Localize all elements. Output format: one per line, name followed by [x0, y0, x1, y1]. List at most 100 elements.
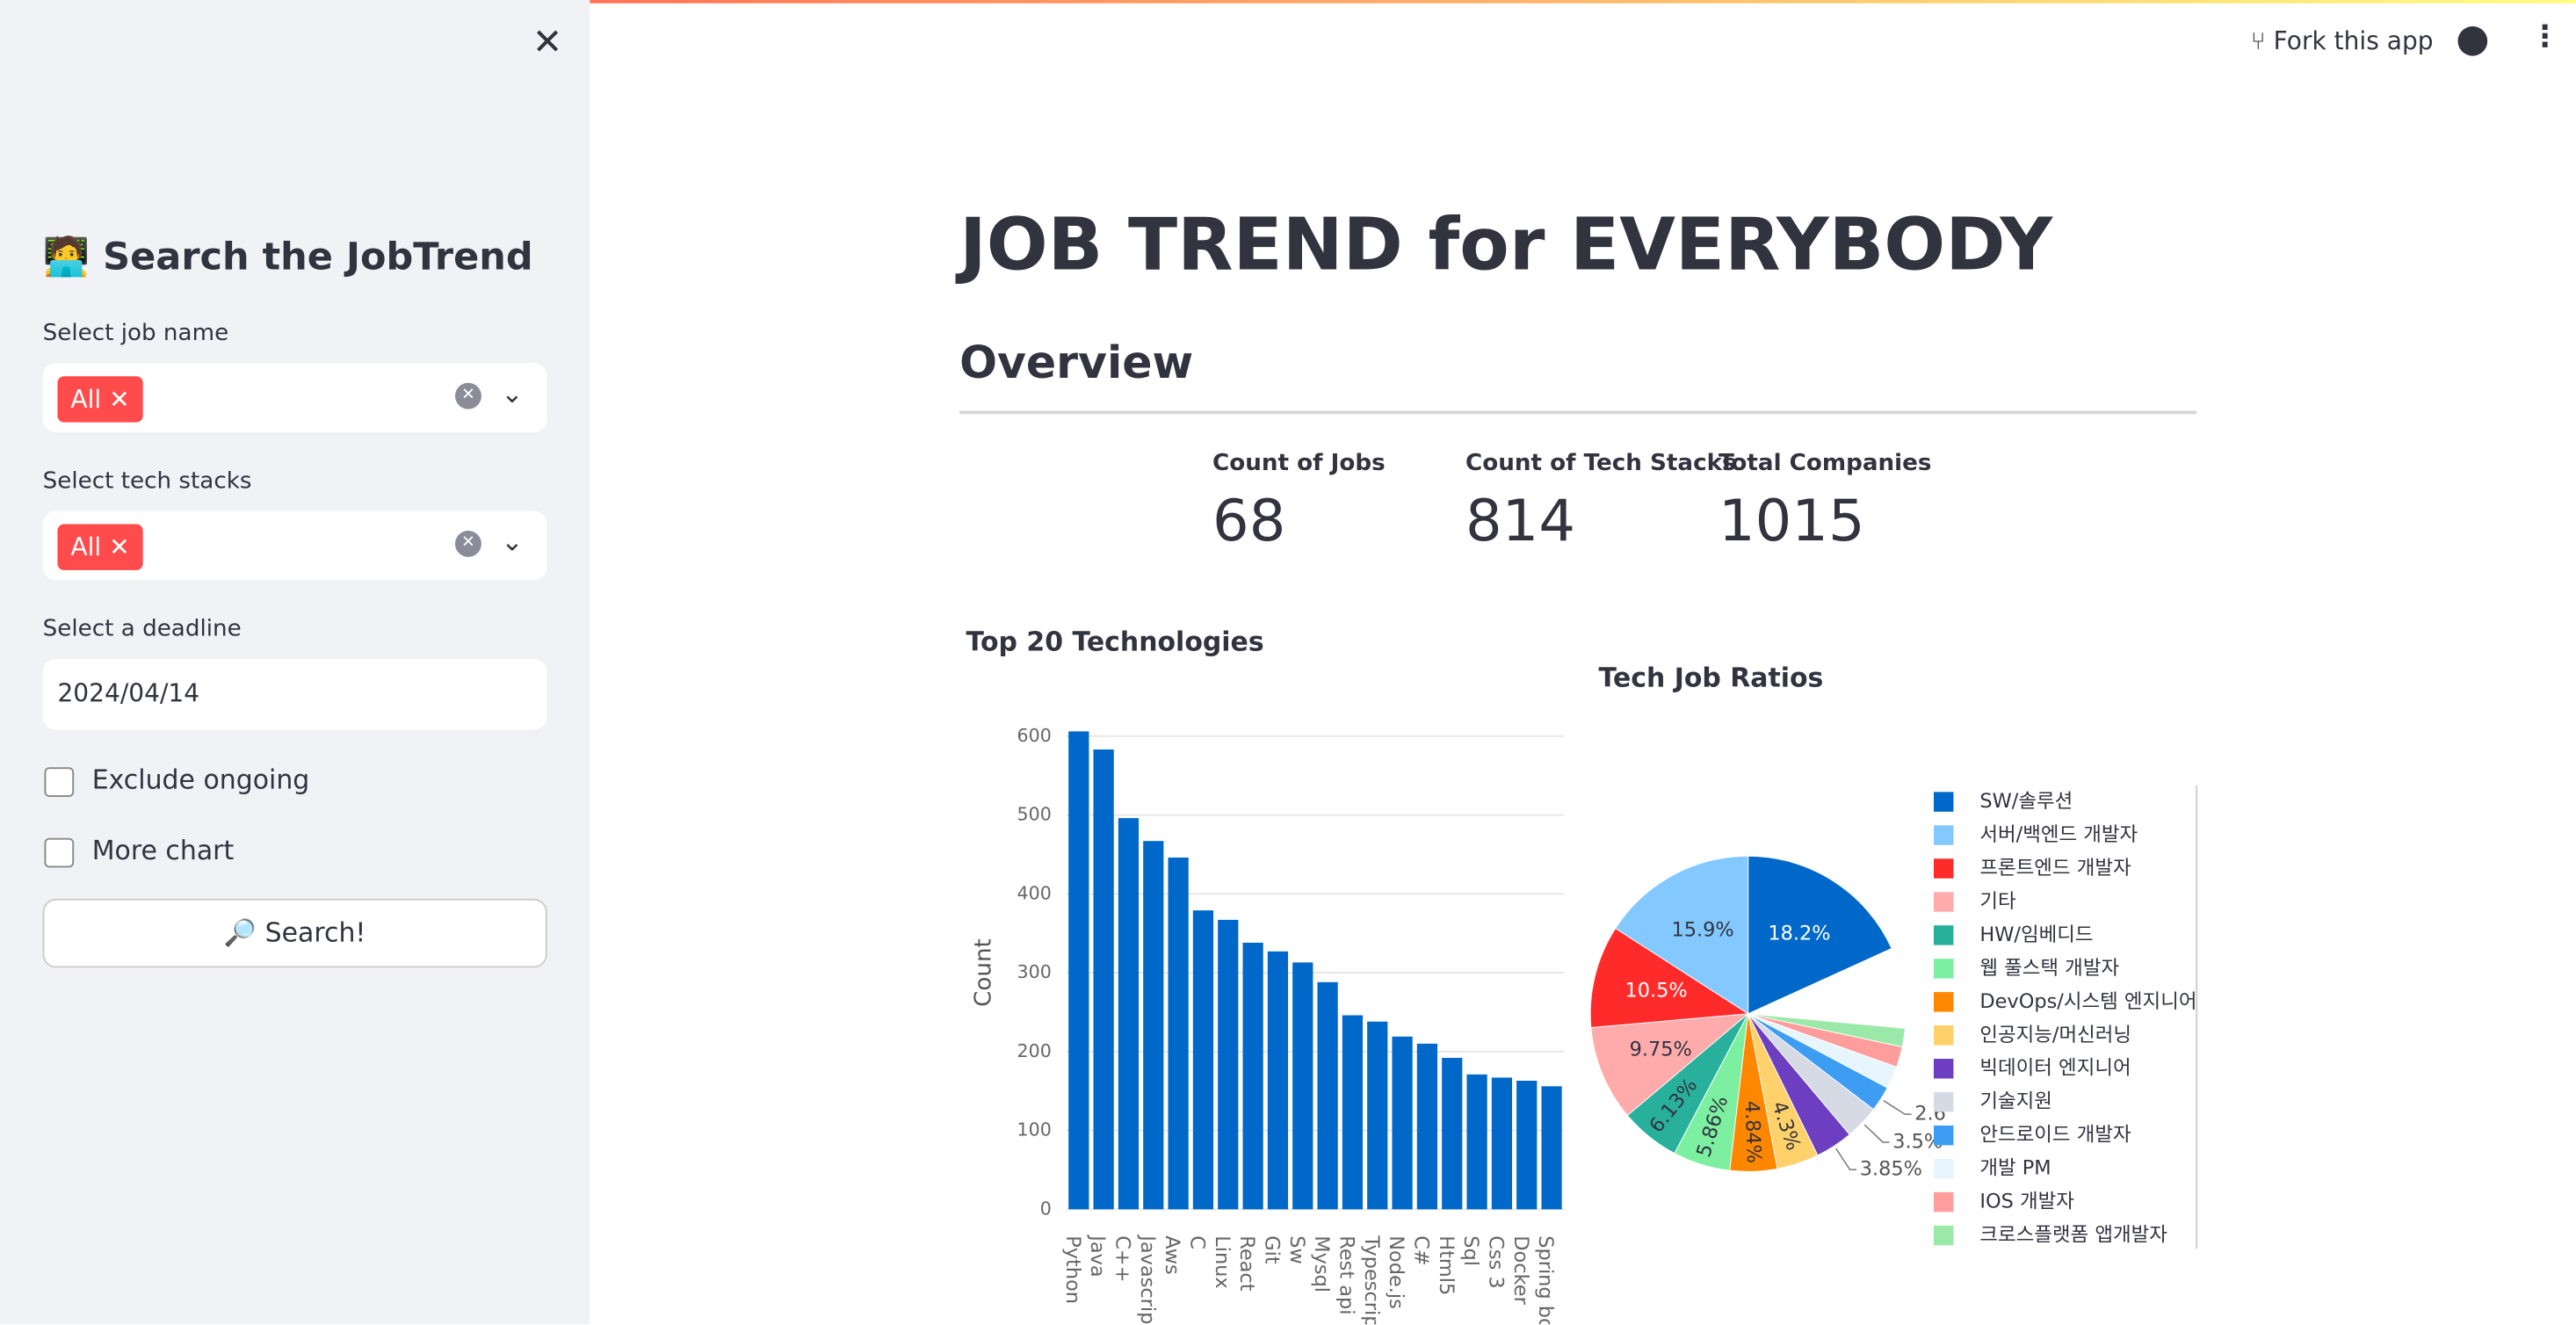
legend-label: 프론트엔드 개발자 [1979, 857, 2131, 880]
bar [1267, 951, 1289, 1210]
clear-icon[interactable]: ✕ [454, 382, 481, 409]
chevron[interactable]: ⌄ [501, 525, 524, 557]
x-tick-label: Linux [1211, 1235, 1234, 1288]
y-axis-title: Count [971, 938, 997, 1007]
field-label: Select job name [42, 320, 229, 347]
leader-line [1863, 1124, 1890, 1143]
bar [1491, 1077, 1513, 1210]
x-tick-label: C++ [1111, 1235, 1133, 1282]
metric-label: Count of Tech Stacks [1465, 450, 1736, 477]
legend-label: 안드로이드 개발자 [1979, 1124, 2131, 1147]
bar [1416, 1043, 1438, 1210]
legend-swatch [1933, 825, 1954, 845]
x-tick-label: Sql [1459, 1235, 1482, 1266]
legend-label: 기타 [1979, 890, 2016, 913]
field-label: Select a deadline [42, 616, 242, 643]
x-tick-label: C# [1409, 1235, 1432, 1265]
checkbox[interactable] [44, 837, 75, 868]
y-tick-label: 500 [1017, 804, 1052, 825]
legend-label: IOS 개발자 [1979, 1191, 2074, 1213]
legend-label: HW/임베디드 [1979, 923, 2093, 946]
pie-slice [1615, 855, 1749, 1015]
bar [1218, 919, 1239, 1210]
pie-slice [1747, 1013, 1906, 1048]
legend-swatch [1933, 925, 1954, 945]
x-tick-label: Python [1061, 1235, 1084, 1304]
x-tick-label: Javascript [1136, 1234, 1159, 1324]
chevron[interactable]: ⌄ [501, 378, 524, 409]
y-tick-label: 400 [1017, 882, 1052, 903]
date-value: 2024/04/14 [57, 678, 200, 708]
legend-swatch [1933, 1025, 1954, 1046]
legend-label: SW/솔루션 [1979, 790, 2073, 813]
bar [1242, 942, 1263, 1210]
bar [1093, 749, 1114, 1210]
legend-swatch [1933, 1091, 1954, 1112]
multiselect[interactable]: All ✕ ✕ ⌄ [42, 510, 547, 581]
x-tick-label: Git [1260, 1235, 1283, 1264]
pie-slice [1747, 855, 1892, 1015]
x-tick-label: React [1235, 1235, 1258, 1291]
fork-button[interactable]: ⑂ Fork this app [2250, 25, 2434, 56]
x-tick-label: Mysql [1310, 1235, 1333, 1292]
legend-swatch [1933, 1191, 1954, 1213]
sidebar-title: 🧑‍💻 Search the JobTrend [42, 236, 533, 279]
legend-swatch [1933, 1059, 1954, 1079]
x-tick-label: Html5 [1435, 1235, 1458, 1295]
legend-label: 웹 풀스택 개발자 [1979, 957, 2119, 980]
legend-label: 서버/백엔드 개발자 [1979, 823, 2138, 846]
y-tick-label: 300 [1017, 961, 1052, 982]
legend-swatch [1933, 959, 1954, 979]
github-icon[interactable] [2457, 25, 2488, 56]
divider [959, 410, 2197, 415]
bar [1466, 1074, 1487, 1210]
legend-swatch [1933, 792, 1954, 812]
sidebar: ✕ 🧑‍💻 Search the JobTrend Select job nam… [0, 0, 590, 1325]
bar [1392, 1036, 1413, 1210]
x-tick-label: Typescript [1360, 1234, 1383, 1324]
metric-label: Count of Jobs [1212, 450, 1386, 477]
legend-label: 개발 PM [1979, 1157, 2051, 1180]
pie-label: 9.75% [1630, 1039, 1692, 1061]
x-tick-label: Spring boot [1534, 1235, 1557, 1324]
bar [1118, 818, 1140, 1210]
bar-chart: Count 0 100 200 300 400 500 600 Python Java C++ Jav… [971, 725, 1565, 1324]
tag[interactable]: All ✕ [57, 376, 143, 423]
legend-swatch [1933, 1225, 1954, 1246]
tag[interactable]: All ✕ [57, 524, 143, 570]
legend-swatch [1933, 992, 1954, 1012]
pie-slice [1589, 928, 1750, 1029]
x-tick-label: Aws [1161, 1235, 1183, 1274]
x-tick-label: Sw [1285, 1235, 1308, 1264]
chart-title: Top 20 Technologies [966, 626, 1264, 657]
x-tick-label: Java [1086, 1234, 1109, 1277]
bar [1442, 1057, 1463, 1210]
y-tick-label: 0 [1040, 1198, 1052, 1219]
multiselect[interactable]: All ✕ ✕ ⌄ [42, 363, 547, 432]
y-tick-label: 600 [1017, 725, 1052, 746]
metric-label: Total Companies [1719, 450, 1932, 477]
menu-button[interactable]: ⋮ [2529, 19, 2560, 54]
top-decoration [0, 0, 2576, 4]
section-title: Overview [959, 338, 1194, 390]
checkbox-label: Exclude ongoing [91, 764, 310, 796]
bar [1168, 857, 1189, 1210]
metric-value: 1015 [1719, 489, 1865, 556]
page-title: JOB TREND for EVERYBODY [959, 203, 2053, 288]
legend-label: DevOps/시스템 엔지니어 [1979, 990, 2196, 1013]
pie-label: 4.84% [1740, 1100, 1765, 1163]
checkbox[interactable] [44, 767, 75, 797]
date-input[interactable]: 2024/04/14 [42, 658, 547, 730]
y-tick-label: 200 [1017, 1040, 1052, 1061]
tag-text: All [70, 384, 102, 415]
search-button[interactable]: 🔎 Search! [42, 898, 547, 968]
close-sidebar[interactable]: ✕ [532, 23, 563, 64]
bar [1143, 841, 1164, 1210]
x-tick-label: C [1185, 1235, 1208, 1249]
leader-line [1883, 1099, 1912, 1115]
bar [1292, 962, 1313, 1210]
field-label: Select tech stacks [42, 467, 252, 495]
clear-icon[interactable]: ✕ [454, 531, 481, 557]
bar [1068, 731, 1089, 1210]
y-tick-label: 100 [1017, 1119, 1052, 1140]
